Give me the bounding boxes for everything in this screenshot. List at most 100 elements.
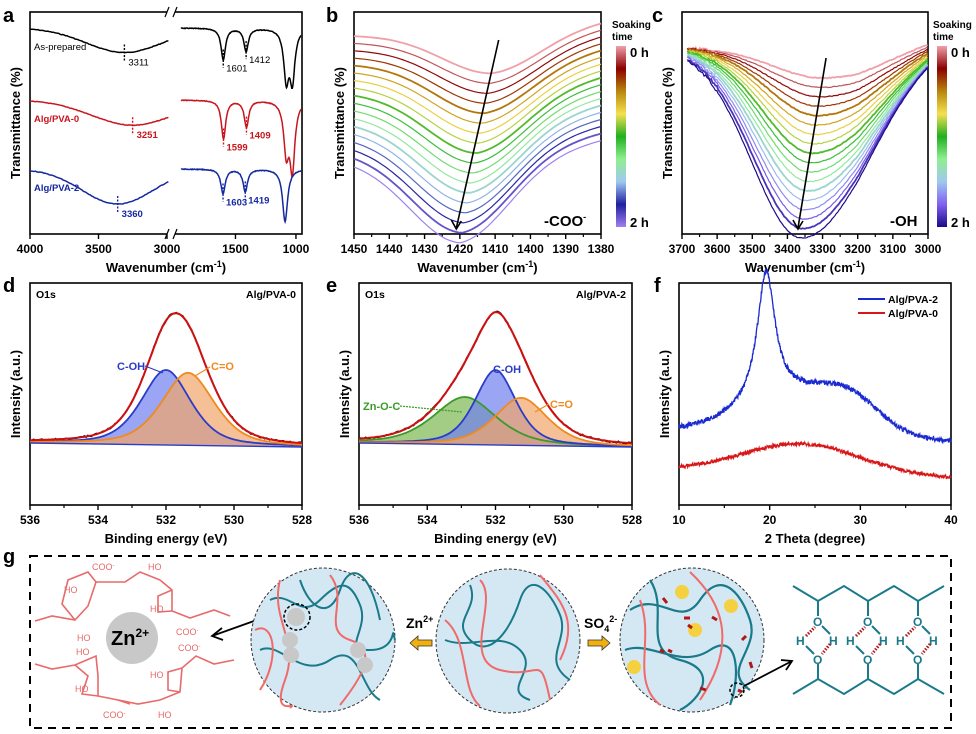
ftir-curve-2 <box>686 47 928 98</box>
ftir-curve-14 <box>353 118 602 214</box>
zn-ball-small <box>283 647 299 663</box>
ftir-curve-12 <box>686 54 929 192</box>
ho-label: HO <box>64 585 78 595</box>
x-tick-label: 1410 <box>482 242 509 256</box>
ftir-curve-13 <box>353 111 602 204</box>
colorbar-title-1: Soaking <box>612 20 651 31</box>
ftir-curve-11 <box>687 53 928 183</box>
oxygen-label: O <box>913 615 922 629</box>
colorbar-bottom-label: 2 h <box>630 215 649 230</box>
x-tick-label: 3300 <box>809 242 836 256</box>
panel-b-coo-ftir: 1450 1440 1430 1420 1410 1400 1390 1380 Wavenumb… <box>332 11 651 275</box>
x-tick-label: 3700 <box>669 242 696 256</box>
shift-arrow <box>455 39 500 229</box>
panel-label-d: d <box>3 275 15 297</box>
x-tick-label: 3400 <box>774 242 801 256</box>
peak-label: 1599 <box>227 143 248 154</box>
shift-arrow-head <box>792 219 804 231</box>
panel-c-oh-ftir: 3700 3600 3500 3400 3300 3200 3100 3000 Wavenumb… <box>660 11 972 275</box>
core-level-label: O1s <box>365 289 385 301</box>
ring-ul <box>34 571 97 622</box>
x-tick-label: 1380 <box>588 242 615 256</box>
core-level-label: O1s <box>36 289 56 301</box>
ftir-curve-5 <box>353 56 602 124</box>
transition-zn-arrow: Zn2+ <box>406 614 433 651</box>
right-arrow-icon <box>587 635 611 651</box>
baseline <box>358 442 633 448</box>
x-tick-label: 3600 <box>704 242 731 256</box>
x-tick-label: 3500 <box>739 242 766 256</box>
component-fill-c-o <box>30 372 302 447</box>
ftir-curve-13 <box>687 55 928 202</box>
x-tick-label: 534 <box>88 513 108 527</box>
ho-label: HO <box>150 670 164 680</box>
ho-label: HO <box>150 604 164 614</box>
ftir-curve-as-prepared <box>29 28 169 54</box>
label-pointer <box>194 366 211 377</box>
schematic-border <box>29 555 952 729</box>
component-label: C-OH <box>117 361 145 373</box>
y-axis-label: Transmittance (%) <box>332 67 347 179</box>
ftir-curve-10 <box>353 91 602 174</box>
component-fill-c-oh <box>359 370 632 447</box>
xrd-curve-alg-pva-0 <box>678 440 952 480</box>
x-tick-label: 532 <box>156 513 176 527</box>
plot-frame <box>29 11 303 235</box>
highlight-circle <box>729 682 745 698</box>
hydrogen-bonds <box>804 625 932 655</box>
left-arrow-icon <box>409 635 433 651</box>
component-line-c-o <box>359 396 633 447</box>
alginate-chain <box>689 571 724 701</box>
baseline <box>29 442 303 448</box>
envelope-fit <box>358 311 633 445</box>
x-axis-label: Binding energy (eV) <box>105 531 228 546</box>
axis-break-mark <box>172 228 178 240</box>
component-label: C=O <box>211 361 234 373</box>
so4-arrow-label: SO42- <box>584 614 617 634</box>
peak-label: 1603 <box>226 198 247 209</box>
x-tick-label: 3200 <box>844 242 871 256</box>
pva-chain <box>259 647 381 701</box>
ring-lr-inner <box>167 667 183 693</box>
zn-ball-small <box>350 642 366 658</box>
x-tick-label: 1400 <box>517 242 544 256</box>
x-tick-label: 532 <box>485 513 505 527</box>
peak-label: 1601 <box>226 64 247 75</box>
zn-arrow-label: Zn2+ <box>406 614 433 631</box>
series-label: Alg/PVA-2 <box>34 183 79 194</box>
alginate-chain <box>329 574 367 706</box>
glyco-link-upper <box>96 571 161 583</box>
panel-a-ftir: 4000 3500 3000 1500 1000 Wavenumber (cm-1) Tra… <box>8 6 310 275</box>
panel-label-a: a <box>3 5 15 27</box>
ftir-curve-7 <box>353 70 602 144</box>
series-label: Alg/PVA-0 <box>34 114 79 125</box>
envelope-fit <box>30 312 303 445</box>
pointer-arrow-left <box>211 620 255 637</box>
ftir-curve-1 <box>353 29 602 84</box>
y-axis-label: Intensity (a.u.) <box>337 350 352 438</box>
x-tick-label: 3000 <box>915 242 942 256</box>
pva-chain <box>649 579 705 711</box>
hydrogen-label: H <box>896 634 905 648</box>
ftir-curve-as-prepared <box>180 27 302 90</box>
label-pointer <box>144 365 164 374</box>
ho-label: HO <box>76 647 90 657</box>
pva-hbond-structure <box>792 584 945 696</box>
ftir-curve-1 <box>687 46 928 89</box>
x-tick-label: 1450 <box>341 242 368 256</box>
ring-lr <box>159 655 235 701</box>
pointer-arrow-right <box>743 660 793 687</box>
ftir-curve-8 <box>353 76 602 154</box>
ftir-curve-15 <box>686 56 928 220</box>
panel-label-c: c <box>652 5 663 27</box>
x-axis-label: Wavenumber (cm-1) <box>106 259 226 275</box>
so4-ball <box>627 660 641 674</box>
x-tick-label: 20 <box>763 513 777 527</box>
panel-g-schematic: COO- HO HO HO HO COO- HO COO- HO HO COO-… <box>29 555 952 729</box>
x-axis-label: Wavenumber (cm-1) <box>745 259 865 275</box>
component-fill-c-o <box>359 397 632 447</box>
zn-ion-label: Zn2+ <box>111 626 149 650</box>
colorbar-title-2: time <box>612 32 633 43</box>
x-tick-label: 4000 <box>17 242 44 256</box>
x-axis-label: Wavenumber (cm-1) <box>417 259 537 275</box>
